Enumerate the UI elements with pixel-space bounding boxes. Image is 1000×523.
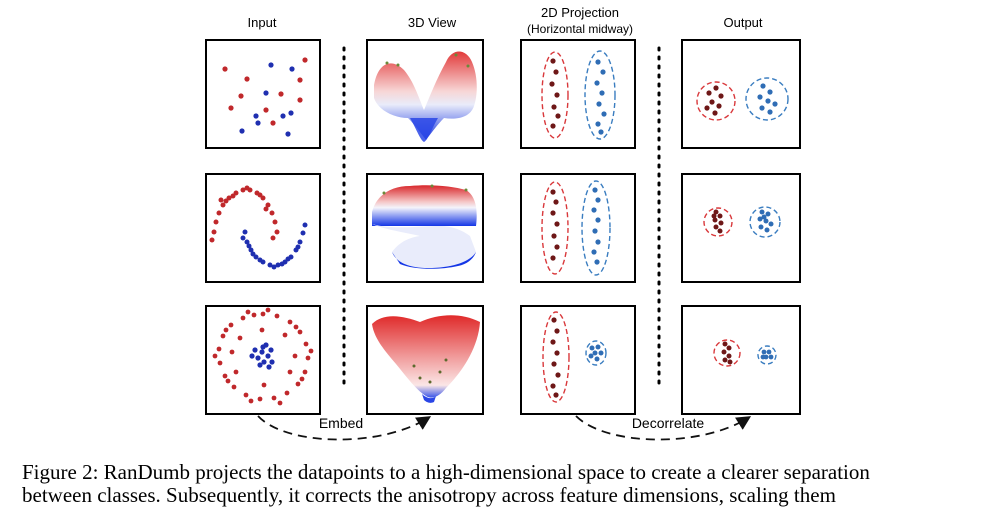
panel-proj-3	[520, 305, 636, 415]
panel-3d-3	[366, 305, 484, 415]
panel-input-3	[205, 305, 321, 415]
panel-3d-1	[366, 39, 484, 149]
header-input: Input	[248, 15, 277, 30]
decorrelate-label-text: Decorrelate	[632, 415, 705, 431]
output-2	[703, 206, 781, 238]
input-moons-2	[209, 185, 308, 270]
panel-proj-1	[520, 39, 636, 149]
decorrelate-arrow	[575, 415, 752, 441]
projection-3	[542, 311, 607, 403]
panel-input-1	[205, 39, 321, 149]
embed-label: Embed	[319, 415, 363, 431]
figure-diagram: Input 3D View 2D Projection (Horizontal …	[205, 5, 801, 441]
input-circles-3	[212, 307, 314, 406]
panel-input-2	[205, 173, 321, 283]
decorrelate-label: Decorrelate	[632, 415, 705, 431]
header-output: Output	[723, 15, 762, 30]
panel-3d-2	[366, 173, 484, 283]
header-2d-projection-sub: (Horizontal midway)	[527, 22, 633, 36]
output-3	[713, 339, 777, 367]
header-3d-view: 3D View	[408, 15, 457, 30]
output-1	[696, 77, 789, 121]
panel-output-2	[681, 173, 801, 283]
panel-output-3	[681, 305, 801, 415]
caption-line-1: Figure 2: RanDumb projects the datapoint…	[22, 460, 870, 484]
panel-proj-2	[520, 173, 636, 283]
panel-frames	[205, 39, 801, 415]
input-scatter-1	[222, 57, 308, 137]
projection-1	[541, 50, 616, 140]
projection-2	[541, 180, 611, 276]
surface-3d-1	[374, 51, 477, 142]
embed-arrow	[257, 415, 432, 441]
header-2d-projection: 2D Projection	[541, 5, 619, 20]
surface-3d-2	[372, 184, 477, 269]
figure-caption: Figure 2: RanDumb projects the datapoint…	[22, 461, 990, 507]
embed-label-text: Embed	[319, 415, 363, 431]
surface-3d-3	[372, 315, 480, 403]
caption-line-2: between classes. Subsequently, it correc…	[22, 483, 836, 507]
panel-output-1	[681, 39, 801, 149]
